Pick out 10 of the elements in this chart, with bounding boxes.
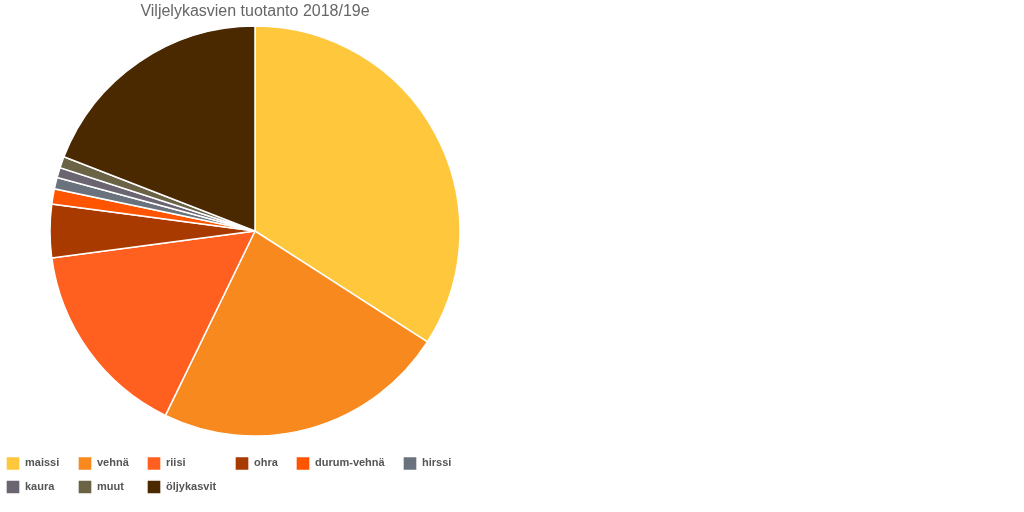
legend-label: riisi xyxy=(166,456,186,469)
legend-label: vehnä xyxy=(97,456,130,469)
legend-label: maissi xyxy=(25,456,60,469)
legend-label: muut xyxy=(97,480,125,492)
legend-label: kaura xyxy=(25,480,56,492)
legend-label: durum-vehnä xyxy=(315,456,386,469)
chart-title: Viljelykasvien tuotanto 2018/19e xyxy=(140,2,370,19)
legend-label: hirssi xyxy=(422,456,452,469)
legend-label: öljykasvit xyxy=(166,480,217,492)
legend-label: ohra xyxy=(254,456,279,469)
